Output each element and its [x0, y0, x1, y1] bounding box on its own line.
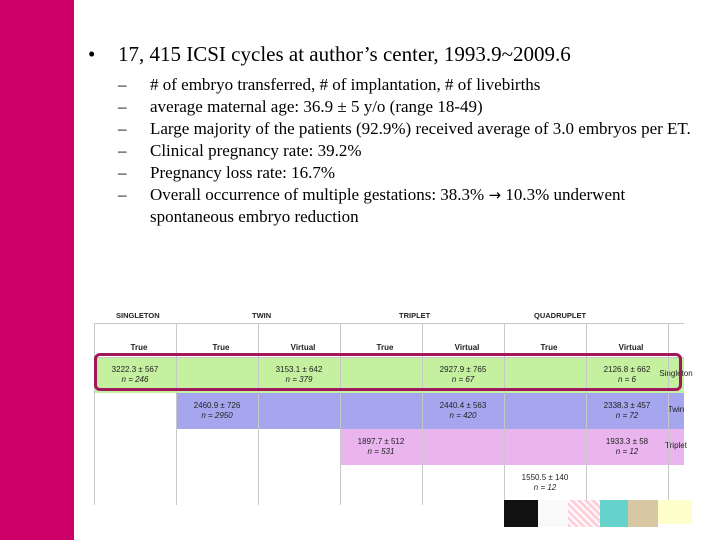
swatch-pink-pattern	[568, 500, 600, 527]
cell-value: 2338.3 ± 457	[603, 401, 651, 410]
data-cell: 2126.8 ± 662 n = 6	[586, 365, 668, 385]
dash-marker: –	[118, 75, 127, 94]
swatch-teal	[600, 500, 628, 527]
sub-bullet-item: – average maternal age: 36.9 ± 5 y/o (ra…	[118, 96, 708, 118]
data-cell: 2338.3 ± 457 n = 72	[586, 401, 668, 421]
dash-marker: –	[118, 163, 127, 182]
cell-value: 1550.5 ± 140	[521, 473, 569, 482]
sub-bullet-item: – Pregnancy loss rate: 16.7%	[118, 162, 708, 184]
grid-line	[94, 323, 684, 324]
birthweight-table: SINGLETON TWIN TRIPLET QUADRUPLET True Tr…	[94, 309, 693, 505]
group-header-row: SINGLETON TWIN TRIPLET QUADRUPLET	[94, 309, 684, 323]
row-band	[176, 393, 684, 429]
data-cell: 3222.3 ± 567 n = 246	[94, 365, 176, 385]
row-label: Triplet	[665, 441, 687, 450]
grid-line	[504, 323, 505, 505]
row-band	[340, 429, 684, 465]
cell-count: n = 6	[617, 375, 636, 384]
cell-count: n = 420	[449, 411, 477, 420]
grid-line	[586, 323, 587, 505]
cell-count: n = 12	[615, 447, 639, 456]
column-header: Virtual	[454, 343, 480, 352]
bullet-dot: •	[88, 42, 96, 66]
sub-bullet-item: – Overall occurrence of multiple gestati…	[118, 184, 708, 228]
slide-sidebar	[0, 0, 74, 540]
sub-bullet-text-after-arrow: 10.3% underwent spontaneous embryo reduc…	[150, 185, 626, 226]
cell-value: 1897.7 ± 512	[357, 437, 405, 446]
swatch-black	[504, 500, 538, 527]
main-bullet-text: 17, 415 ICSI cycles at author’s center, …	[118, 42, 571, 66]
singleton-row-highlight	[94, 353, 682, 391]
row-band	[94, 357, 684, 393]
cell-count: n = 72	[615, 411, 639, 420]
grid-line	[94, 323, 95, 505]
column-header: True	[212, 343, 230, 352]
cell-count: n = 379	[285, 375, 313, 384]
group-header-twin: TWIN	[252, 311, 272, 320]
sub-bullet-text: # of embryo transferred, # of implantati…	[150, 75, 541, 94]
swatch-yellow	[658, 500, 692, 524]
swatch-white	[538, 500, 568, 527]
right-arrow-icon: →	[488, 186, 502, 204]
cell-count: n = 2950	[201, 411, 233, 420]
row-label: Twin	[667, 405, 685, 414]
sub-bullet-item: – # of embryo transferred, # of implanta…	[118, 74, 708, 96]
data-cell: 1550.5 ± 140 n = 12	[504, 473, 586, 493]
group-header-quadruplet: QUADRUPLET	[534, 311, 587, 320]
sub-bullet-item: – Large majority of the patients (92.9%)…	[118, 118, 708, 140]
data-cell: 1933.3 ± 58 n = 12	[586, 437, 668, 457]
cell-count: n = 246	[121, 375, 149, 384]
cell-value: 2126.8 ± 662	[603, 365, 651, 374]
dash-marker: –	[118, 185, 127, 204]
grid-line	[258, 323, 259, 505]
slide-text: • 17, 415 ICSI cycles at author’s center…	[88, 40, 708, 228]
dash-marker: –	[118, 97, 127, 116]
swatch-tan	[628, 500, 658, 527]
cell-value: 2460.9 ± 726	[193, 401, 241, 410]
column-header: True	[130, 343, 148, 352]
grid-line	[668, 323, 669, 505]
grid-line	[94, 357, 684, 358]
cell-value: 3222.3 ± 567	[111, 365, 159, 374]
group-header-singleton: SINGLETON	[116, 311, 160, 320]
data-cell: 2460.9 ± 726 n = 2950	[176, 401, 258, 421]
cell-count: n = 67	[451, 375, 475, 384]
cell-value: 3153.1 ± 642	[275, 365, 323, 374]
data-cell: 2927.9 ± 765 n = 67	[422, 365, 504, 385]
sub-bullet-text: Pregnancy loss rate: 16.7%	[150, 163, 336, 182]
dash-marker: –	[118, 119, 127, 138]
group-header-triplet: TRIPLET	[399, 311, 431, 320]
column-header: True	[376, 343, 394, 352]
cell-value: 2440.4 ± 563	[439, 401, 487, 410]
main-bullet: • 17, 415 ICSI cycles at author’s center…	[88, 40, 708, 68]
grid-line	[176, 323, 177, 505]
column-header: True	[540, 343, 558, 352]
data-cell: 3153.1 ± 642 n = 379	[258, 365, 340, 385]
column-header: Virtual	[290, 343, 316, 352]
grid-line	[340, 323, 341, 505]
grid-line	[422, 323, 423, 505]
sub-bullet-list: – # of embryo transferred, # of implanta…	[118, 74, 708, 228]
dash-marker: –	[118, 141, 127, 160]
sub-bullet-text: Large majority of the patients (92.9%) r…	[150, 119, 691, 138]
data-cell: 2440.4 ± 563 n = 420	[422, 401, 504, 421]
sub-bullet-text: average maternal age: 36.9 ± 5 y/o (rang…	[150, 97, 483, 116]
column-header: Virtual	[618, 343, 644, 352]
row-label: Singleton	[659, 369, 693, 378]
cell-value: 1933.3 ± 58	[605, 437, 649, 446]
sub-bullet-text: Clinical pregnancy rate: 39.2%	[150, 141, 362, 160]
cell-count: n = 12	[533, 483, 557, 492]
data-cell: 1897.7 ± 512 n = 531	[340, 437, 422, 457]
sub-bullet-item: – Clinical pregnancy rate: 39.2%	[118, 140, 708, 162]
cell-value: 2927.9 ± 765	[439, 365, 487, 374]
sub-bullet-text-before-arrow: Overall occurrence of multiple gestation…	[150, 185, 485, 204]
cell-count: n = 531	[367, 447, 395, 456]
